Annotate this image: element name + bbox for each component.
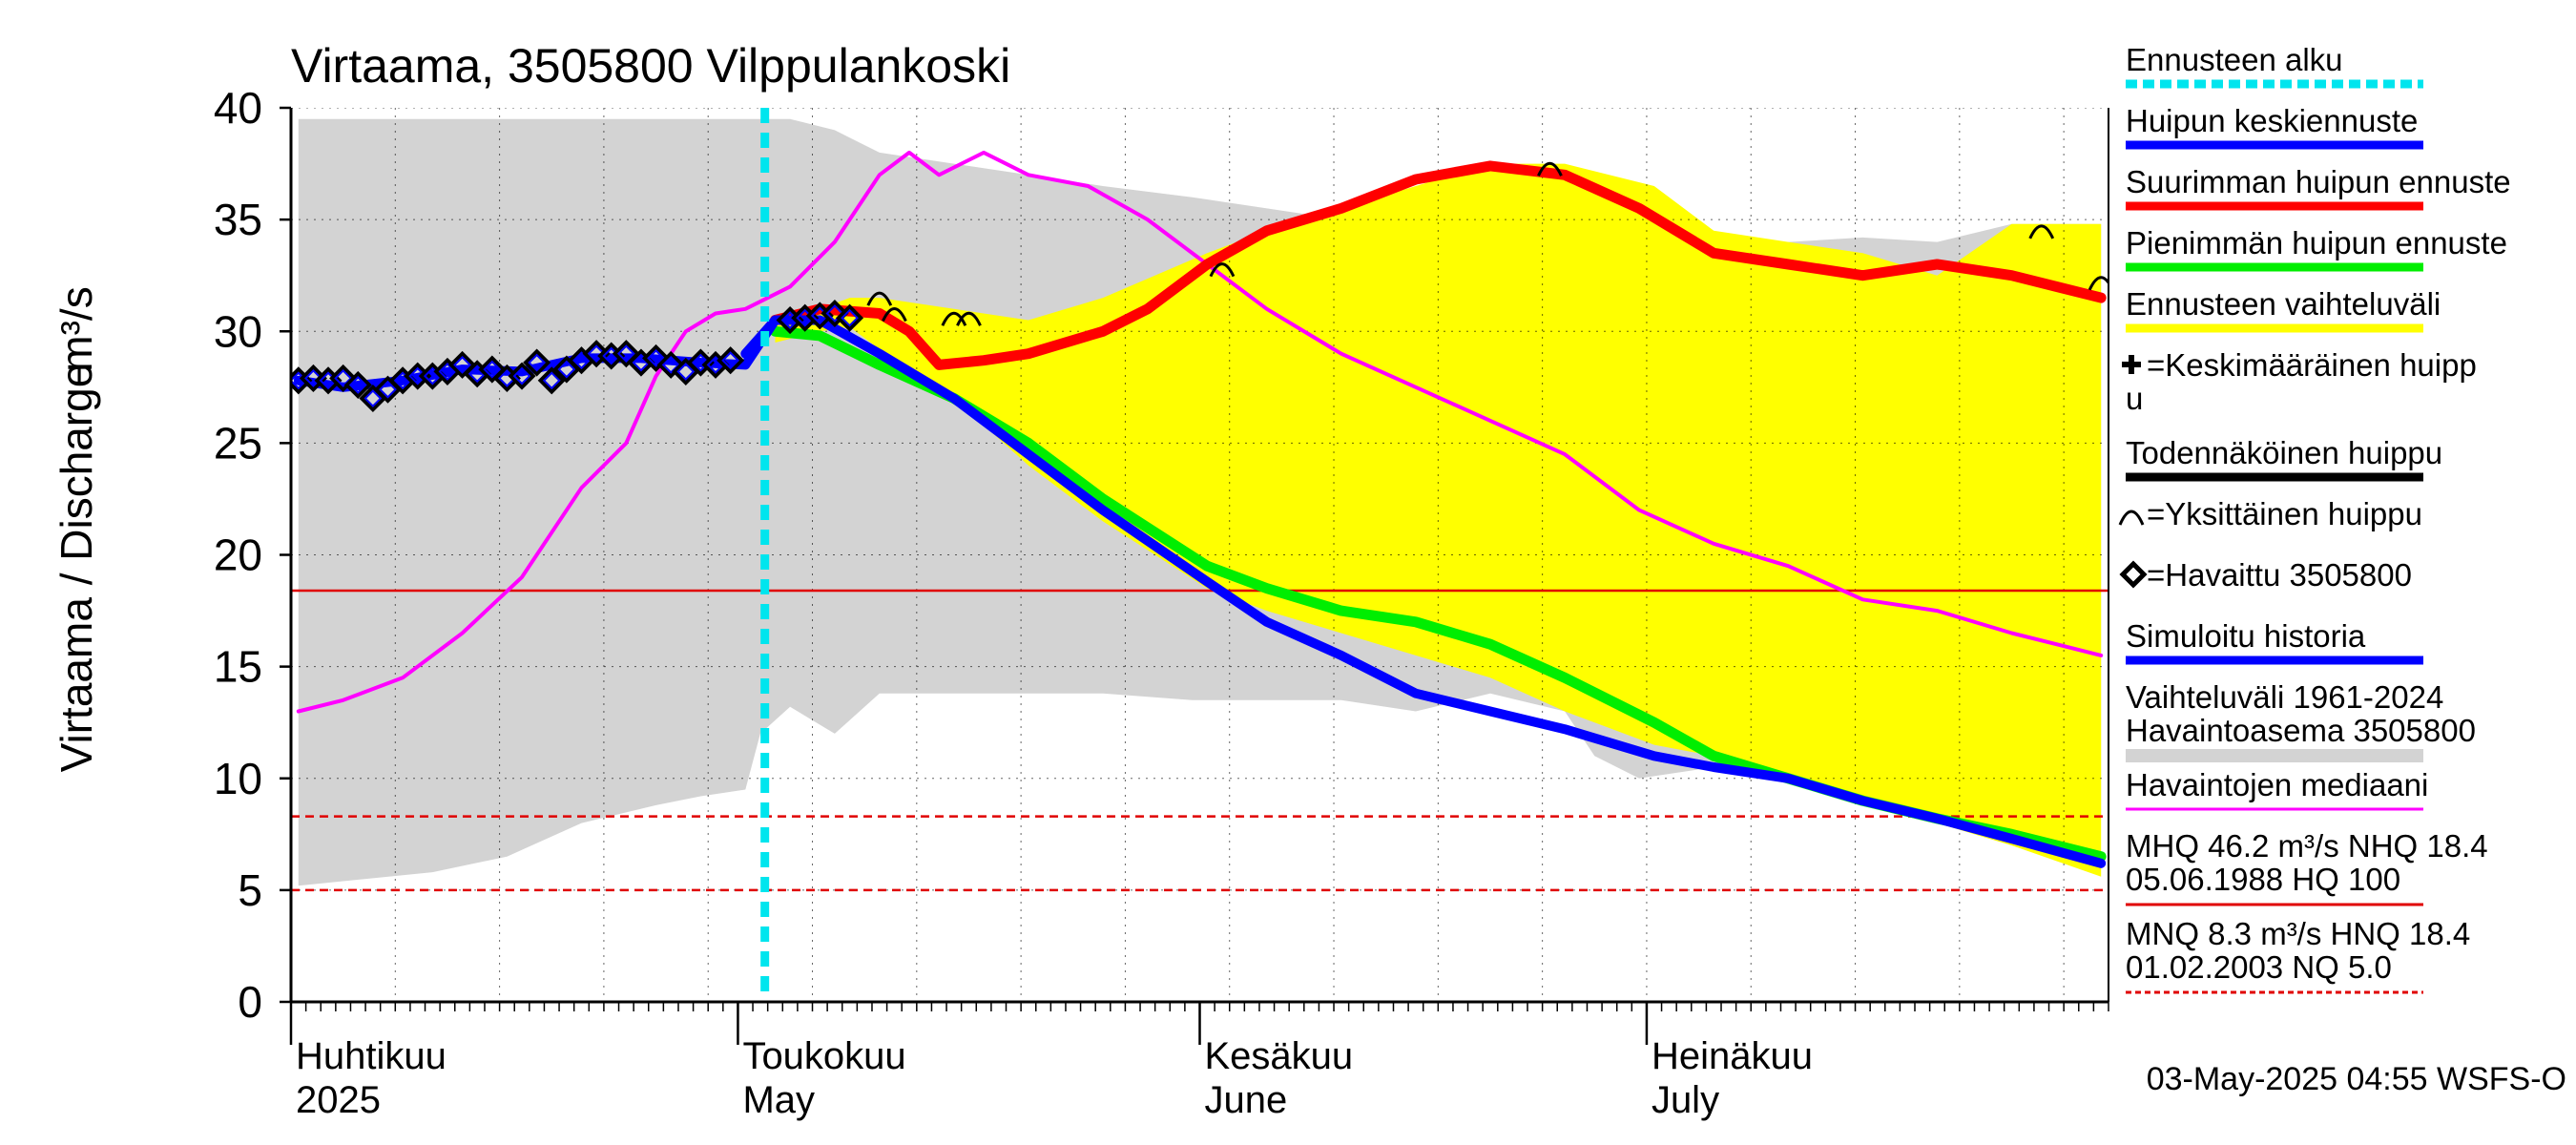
y-tick-label: 40 [214, 83, 262, 133]
y-tick-label: 0 [238, 977, 262, 1027]
legend-symbol-plus [2122, 355, 2141, 374]
observed-point-inner [572, 351, 591, 370]
plot-area [291, 108, 2109, 1002]
legend-label-secondary: u [2126, 381, 2143, 416]
legend-label-secondary: 01.02.2003 NQ 5.0 [2126, 949, 2392, 985]
single-peak-marker [2028, 224, 2055, 239]
footer-timestamp: 03-May-2025 04:55 WSFS-O [2147, 1061, 2566, 1097]
single-peak-marker [1209, 262, 1236, 278]
legend-label: Ennusteen alku [2126, 42, 2343, 77]
observed-point-inner [364, 389, 383, 407]
single-peak-marker [866, 291, 893, 306]
observed-point [612, 340, 640, 368]
single-peak-marker [956, 311, 982, 326]
legend-symbol-arc [2118, 510, 2145, 526]
x-month-sublabel: June [1205, 1079, 1288, 1121]
observed-point [717, 346, 745, 375]
x-month-label: Huhtikuu [296, 1035, 447, 1077]
observed-point-inner [304, 369, 322, 387]
legend-label: Simuloitu historia [2126, 618, 2366, 654]
legend-label-secondary: 05.06.1988 HQ 100 [2126, 862, 2400, 897]
observed-point [448, 350, 477, 379]
observed-point-inner [676, 363, 696, 381]
observed-point [821, 299, 849, 328]
observed-point [478, 355, 507, 384]
legend-label: Vaihteluväli 1961-2024 [2126, 679, 2443, 715]
legend-label: =Keskimääräinen huipp [2147, 347, 2477, 383]
observed-point-inner [691, 353, 710, 372]
y-tick-label: 35 [214, 195, 262, 244]
plot-content [291, 108, 2109, 1002]
single-peak-marker [2088, 276, 2109, 291]
legend-label: =Havaittu 3505800 [2147, 557, 2412, 593]
x-month-label: Kesäkuu [1205, 1035, 1354, 1077]
legend-label: Havaintojen mediaani [2126, 767, 2428, 802]
legend-label: MNQ 8.3 m³/s HNQ 18.4 [2126, 916, 2470, 951]
observed-point-inner [721, 351, 740, 370]
legend-symbol-diamond [2119, 560, 2148, 589]
x-month-sublabel: May [742, 1079, 815, 1121]
observed-point-inner [453, 355, 471, 374]
observed-point [836, 303, 864, 332]
observed-point [642, 344, 671, 372]
observed-point-inner [647, 348, 665, 367]
legend-label-secondary: Havaintoasema 3505800 [2126, 713, 2476, 748]
x-month-label: Heinäkuu [1652, 1035, 1813, 1077]
legend: Ennusteen alku Huipun keskiennuste Suurimm… [2118, 42, 2511, 994]
single-peak-marker [882, 307, 907, 323]
observed-point-inner [334, 369, 353, 387]
y-axis-label: Virtaama / Discharge [52, 364, 101, 773]
legend-label: Huipun keskiennuste [2126, 103, 2418, 138]
observed-point [537, 366, 566, 395]
observed-point-inner [379, 380, 397, 399]
legend-label: MHQ 46.2 m³/s NHQ 18.4 [2126, 828, 2488, 864]
median-series-line [296, 150, 2104, 714]
y-tick-label: 20 [214, 531, 262, 580]
observed-point-inner [512, 366, 531, 385]
single-peak-marker [1537, 161, 1563, 177]
legend-label: =Yksittäinen huippu [2147, 496, 2422, 531]
observed-point-inner [587, 344, 606, 364]
observed-point-inner [661, 355, 680, 374]
observed-point-inner [557, 360, 576, 379]
x-month-label: Toukokuu [742, 1035, 905, 1077]
mean-peak-forecast-line [740, 315, 2107, 868]
legend-label: Suurimman huipun ennuste [2126, 164, 2511, 199]
observed-point-inner [841, 308, 859, 327]
axes: 0510152025303540Huhtikuu2025ToukokuuMayK… [214, 83, 2109, 1121]
legend-label: Todennäköinen huippu [2126, 435, 2442, 470]
legend-label: Ennusteen vaihteluväli [2126, 286, 2441, 322]
x-month-sublabel: 2025 [296, 1079, 381, 1121]
observed-point-inner [438, 363, 457, 381]
y-tick-label: 25 [214, 418, 262, 468]
observed-point [656, 350, 685, 379]
y-tick-label: 5 [238, 865, 262, 915]
y-tick-label: 30 [214, 306, 262, 356]
observed-point [343, 370, 372, 400]
observed-point-inner [616, 344, 635, 364]
observed-point-inner [348, 376, 367, 394]
legend-label: Pienimmän huipun ennuste [2126, 225, 2507, 260]
single-peak-marker [941, 311, 967, 326]
x-month-sublabel: July [1652, 1079, 1719, 1121]
chart-title: Virtaama, 3505800 Vilppulankoski [291, 39, 1010, 93]
max-peak-forecast-line [770, 160, 2107, 370]
observed-point-inner [825, 304, 844, 323]
observed-point [508, 362, 536, 390]
observed-point-inner [483, 360, 502, 379]
observed-point-inner [542, 371, 561, 390]
observed-point-inner [528, 353, 547, 372]
y-tick-label: 10 [214, 754, 262, 803]
y-axis-unit: m³/s [52, 286, 101, 371]
observed-point [523, 348, 551, 377]
observed-point [329, 364, 358, 392]
y-tick-label: 15 [214, 642, 262, 692]
